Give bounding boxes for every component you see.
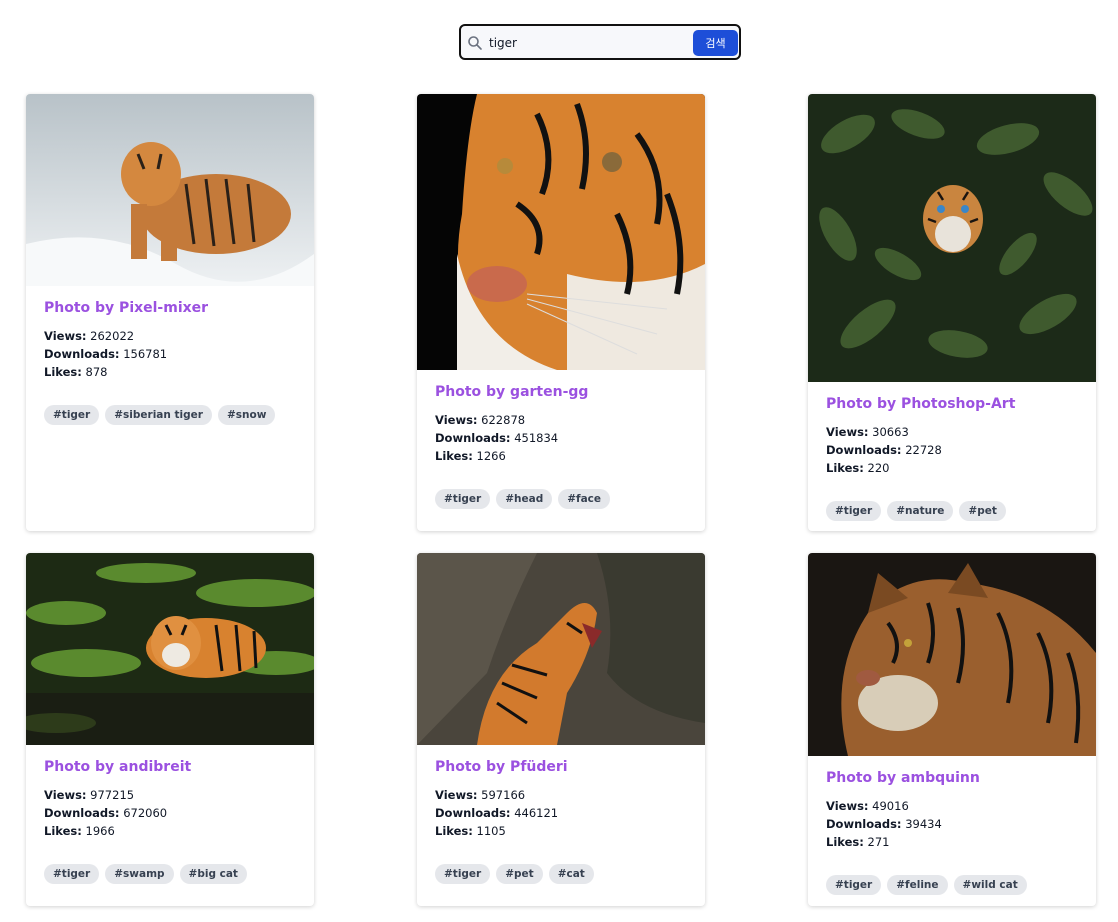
tag[interactable]: #tiger [826, 875, 882, 895]
tag[interactable]: #face [558, 489, 611, 509]
downloads-stat: Downloads: 22728 [826, 443, 942, 457]
tiger-portrait-photo[interactable] [808, 553, 1096, 756]
tag[interactable]: #nature [887, 501, 954, 521]
photo-card: Photo by andibreit Views: 977215 Downloa… [26, 553, 314, 906]
tag[interactable]: #siberian tiger [105, 405, 212, 425]
tag[interactable]: #swamp [105, 864, 174, 884]
tag-list: #tiger #pet #cat [435, 864, 687, 884]
tag[interactable]: #wild cat [953, 875, 1027, 895]
tag[interactable]: #pet [496, 864, 543, 884]
card-title[interactable]: Photo by Pixel-mixer [44, 300, 209, 316]
tiger-swamp-photo[interactable] [26, 553, 314, 745]
tag-list: #tiger #siberian tiger #snow [44, 405, 296, 425]
views-stat: Views: 622878 [435, 413, 526, 427]
downloads-stat: Downloads: 446121 [435, 806, 559, 820]
likes-stat: Likes: 271 [826, 835, 890, 849]
photo-card: Photo by Pixel-mixer Views: 262022 Downl… [26, 94, 314, 531]
tag[interactable]: #pet [959, 501, 1006, 521]
tag-list: #tiger #nature #pet [826, 501, 1078, 521]
likes-stat: Likes: 1966 [44, 824, 115, 838]
card-title[interactable]: Photo by Pfüderi [435, 759, 568, 775]
views-stat: Views: 597166 [435, 788, 526, 802]
card-title[interactable]: Photo by Photoshop-Art [826, 396, 1016, 412]
photo-card: Photo by Photoshop-Art Views: 30663 Down… [808, 94, 1096, 531]
tag[interactable]: #feline [887, 875, 948, 895]
views-stat: Views: 30663 [826, 425, 909, 439]
tag[interactable]: #head [496, 489, 553, 509]
photo-card: Photo by garten-gg Views: 622878 Downloa… [417, 94, 705, 531]
tiger-leaves-photo[interactable] [808, 94, 1096, 382]
downloads-stat: Downloads: 156781 [44, 347, 168, 361]
tag[interactable]: #tiger [435, 489, 491, 509]
tiger-roaring-photo[interactable] [417, 553, 705, 745]
likes-stat: Likes: 1105 [435, 824, 506, 838]
card-title[interactable]: Photo by andibreit [44, 759, 192, 775]
likes-stat: Likes: 878 [44, 365, 108, 379]
likes-stat: Likes: 220 [826, 461, 890, 475]
card-title[interactable]: Photo by garten-gg [435, 384, 589, 400]
search-input[interactable] [489, 33, 689, 53]
tag[interactable]: #tiger [826, 501, 882, 521]
tiger-snow-photo[interactable] [26, 94, 314, 286]
views-stat: Views: 262022 [44, 329, 135, 343]
card-title[interactable]: Photo by ambquinn [826, 770, 980, 786]
views-stat: Views: 977215 [44, 788, 135, 802]
tag[interactable]: #snow [217, 405, 276, 425]
tag[interactable]: #tiger [44, 405, 100, 425]
tag[interactable]: #cat [548, 864, 594, 884]
downloads-stat: Downloads: 39434 [826, 817, 942, 831]
downloads-stat: Downloads: 672060 [44, 806, 168, 820]
likes-stat: Likes: 1266 [435, 449, 506, 463]
search-button[interactable]: 검색 [693, 30, 738, 56]
tag[interactable]: #tiger [435, 864, 491, 884]
tag-list: #tiger #feline #wild cat [826, 875, 1078, 895]
tag-list: #tiger #swamp #big cat [44, 864, 296, 884]
search-icon [468, 36, 482, 50]
photo-card: Photo by ambquinn Views: 49016 Downloads… [808, 553, 1096, 906]
views-stat: Views: 49016 [826, 799, 909, 813]
tag[interactable]: #big cat [179, 864, 247, 884]
tag-list: #tiger #head #face [435, 489, 687, 509]
search-bar: 검색 [459, 24, 741, 60]
downloads-stat: Downloads: 451834 [435, 431, 559, 445]
tiger-face-photo[interactable] [417, 94, 705, 370]
tag[interactable]: #tiger [44, 864, 100, 884]
photo-card: Photo by Pfüderi Views: 597166 Downloads… [417, 553, 705, 906]
